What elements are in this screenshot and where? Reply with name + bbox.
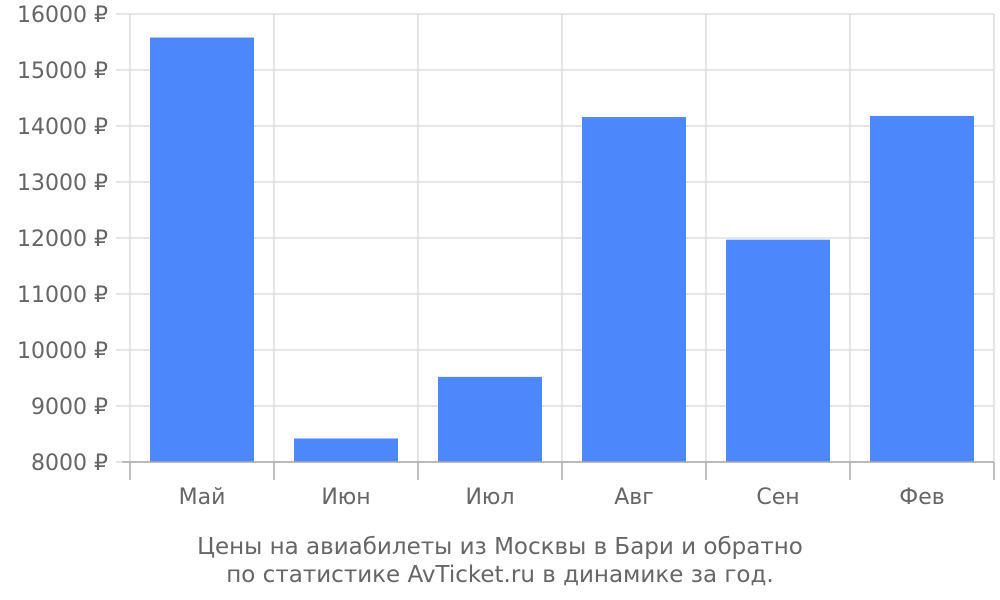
y-tick-label: 12000 ₽ [17, 227, 108, 252]
chart-caption-line-2: по статистике AvTicket.ru в динамике за … [226, 562, 774, 588]
bar-Май [150, 37, 254, 463]
x-tick-label: Июл [465, 485, 514, 510]
bar-Июн [294, 438, 398, 462]
x-tick-label: Май [179, 485, 226, 510]
y-tick-label: 14000 ₽ [17, 115, 108, 140]
bar-Сен [726, 239, 830, 462]
y-tick-label: 15000 ₽ [17, 59, 108, 84]
y-tick-label: 11000 ₽ [17, 283, 108, 308]
y-tick-label: 13000 ₽ [17, 171, 108, 196]
x-tick-label: Сен [756, 485, 799, 510]
bar-Авг [582, 117, 686, 462]
x-tick-label: Авг [614, 485, 654, 510]
bar-chart: 8000 ₽ 9000 ₽ 10000 ₽ 11000 ₽ 12000 ₽ 13000 ₽… [17, 3, 995, 510]
bar-Фев [870, 115, 974, 463]
x-tick-label: Фев [899, 485, 944, 510]
y-tick-label: 10000 ₽ [17, 339, 108, 364]
y-tick-label: 8000 ₽ [31, 451, 108, 476]
y-tick-label: 9000 ₽ [31, 395, 108, 420]
chart-caption-line-1: Цены на авиабилеты из Москвы в Бари и об… [197, 534, 803, 560]
x-tick-label: Июн [321, 485, 370, 510]
y-tick-label: 16000 ₽ [17, 3, 108, 28]
bar-Июл [438, 376, 542, 462]
